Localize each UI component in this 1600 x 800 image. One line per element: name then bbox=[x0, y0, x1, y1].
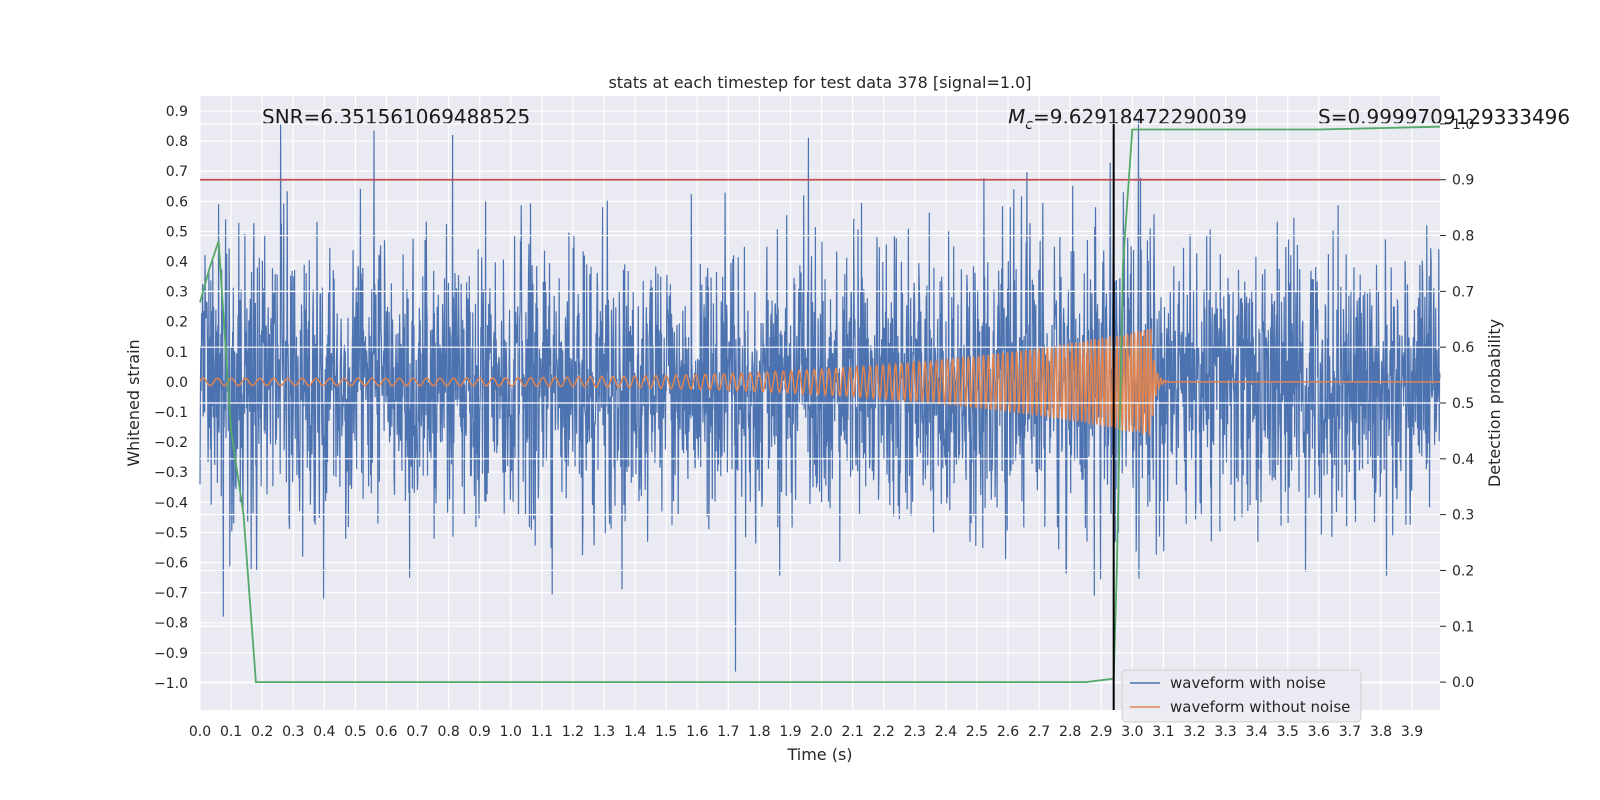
chart-title: stats at each timestep for test data 378… bbox=[608, 73, 1031, 92]
y-tick-label: 0.3 bbox=[166, 285, 188, 301]
x-tick-labels: 0.0 0.1 0.2 0.3 0.4 0.5 0.6 0.7 0.8 0.9 1.0 1.1 1.2 1… bbox=[189, 724, 1423, 740]
legend-label-noisy: waveform with noise bbox=[1170, 674, 1326, 692]
y-tick-label: 0.1 bbox=[166, 345, 188, 361]
x-tick-label: 3.1 bbox=[1152, 724, 1174, 740]
x-tick-label: 2.5 bbox=[966, 724, 988, 740]
y-tick-label: −0.5 bbox=[154, 525, 188, 541]
y-tick-label: −0.9 bbox=[154, 646, 188, 662]
y2-tick-label: 0.6 bbox=[1452, 340, 1474, 356]
series-waveform-with-noise bbox=[199, 120, 1441, 672]
snr-annotation: SNR=6.351561069488525 bbox=[262, 105, 530, 129]
x-tick-label: 1.2 bbox=[562, 724, 584, 740]
y-tick-label: −0.3 bbox=[154, 465, 188, 481]
y-tick-label: 0.7 bbox=[166, 164, 188, 180]
x-tick-label: 2.2 bbox=[873, 724, 895, 740]
s-annotation: S=0.9999709129333496 bbox=[1318, 105, 1570, 129]
y-tick-label: 0.6 bbox=[166, 194, 188, 210]
chirp-mass-value: =9.62918472290039 bbox=[1033, 105, 1247, 129]
x-tick-label: 3.4 bbox=[1246, 724, 1268, 740]
y-tick-labels: 0.9 0.8 0.7 0.6 0.5 0.4 0.3 0.2 0.1 0.0 −0.1 −0.2 −0… bbox=[154, 104, 188, 692]
legend: waveform with noise waveform without noi… bbox=[1121, 669, 1362, 723]
x-tick-label: 0.8 bbox=[437, 724, 459, 740]
x-tick-label: 1.9 bbox=[779, 724, 801, 740]
legend-label-clean: waveform without noise bbox=[1170, 698, 1350, 716]
y-tick-label: −0.7 bbox=[154, 586, 188, 602]
x-tick-label: 2.7 bbox=[1028, 724, 1050, 740]
x-tick-label: 2.9 bbox=[1090, 724, 1112, 740]
x-tick-label: 3.0 bbox=[1121, 724, 1143, 740]
x-tick-label: 2.8 bbox=[1059, 724, 1081, 740]
y-tick-label: −1.0 bbox=[154, 676, 188, 692]
series-waveform-without-noise bbox=[199, 328, 1440, 436]
x-tick-label: 0.9 bbox=[469, 724, 491, 740]
x-tick-label: 2.1 bbox=[841, 724, 863, 740]
x-tick-label: 1.7 bbox=[717, 724, 739, 740]
y-axis-label: Whitened strain bbox=[124, 339, 143, 466]
y-tick-label: −0.1 bbox=[154, 405, 188, 421]
y2-tick-label: 0.4 bbox=[1452, 452, 1474, 468]
x-tick-label: 3.8 bbox=[1370, 724, 1392, 740]
y-tick-label: −0.2 bbox=[154, 435, 188, 451]
x-tick-label: 0.2 bbox=[251, 724, 273, 740]
x-tick-label: 0.1 bbox=[220, 724, 242, 740]
y-tick-label: 0.0 bbox=[166, 375, 188, 391]
x-tick-label: 3.7 bbox=[1339, 724, 1361, 740]
y2-tick-label: 0.0 bbox=[1452, 675, 1474, 691]
y-tick-label: 0.4 bbox=[166, 255, 188, 271]
x-tick-label: 2.6 bbox=[997, 724, 1019, 740]
x-tick-label: 1.0 bbox=[500, 724, 522, 740]
x-tick-label: 0.5 bbox=[344, 724, 366, 740]
x-tick-label: 0.6 bbox=[375, 724, 397, 740]
x-tick-label: 1.5 bbox=[655, 724, 677, 740]
legend-box bbox=[1121, 669, 1362, 723]
line-detection-probability bbox=[199, 125, 1441, 683]
chirp-mass-symbol: M bbox=[1008, 105, 1025, 129]
x-tick-label: 2.3 bbox=[904, 724, 926, 740]
x-tick-label: 3.9 bbox=[1401, 724, 1423, 740]
x-tick-label: 2.0 bbox=[810, 724, 832, 740]
y-tick-label: −0.4 bbox=[154, 495, 188, 511]
y-tick-label: 0.9 bbox=[166, 104, 188, 120]
y-tick-label: 0.8 bbox=[166, 134, 188, 150]
x-tick-label: 0.0 bbox=[189, 724, 211, 740]
y-tick-label: −0.8 bbox=[154, 616, 188, 632]
y-tick-label: 0.2 bbox=[166, 315, 188, 331]
x-tick-label: 0.3 bbox=[282, 724, 304, 740]
y2-tick-labels: 1.0 0.9 0.8 0.7 0.6 0.5 0.4 0.3 0.2 0.1 0.0 bbox=[1440, 117, 1474, 691]
x-tick-label: 1.3 bbox=[593, 724, 615, 740]
y2-axis-label: Detection probability bbox=[1485, 319, 1504, 487]
y2-tick-label: 0.5 bbox=[1452, 396, 1474, 412]
chirp-mass-annotation: Mc=9.62918472290039 bbox=[1008, 105, 1247, 133]
y2-tick-label: 0.1 bbox=[1452, 619, 1474, 635]
x-tick-label: 1.8 bbox=[748, 724, 770, 740]
y2-tick-label: 0.7 bbox=[1452, 284, 1474, 300]
x-tick-label: 0.4 bbox=[313, 724, 335, 740]
x-tick-label: 0.7 bbox=[406, 724, 428, 740]
x-axis-label: Time (s) bbox=[786, 745, 852, 764]
y2-tick-label: 0.8 bbox=[1452, 229, 1474, 245]
y2-tick-label: 0.9 bbox=[1452, 173, 1474, 189]
series-detection-probability bbox=[199, 125, 1441, 683]
x-tick-label: 3.6 bbox=[1308, 724, 1330, 740]
x-tick-label: 3.2 bbox=[1183, 724, 1205, 740]
line-waveform-with-noise bbox=[199, 120, 1441, 672]
y2-tick-label: 1.0 bbox=[1452, 117, 1474, 133]
y2-tick-label: 0.3 bbox=[1452, 508, 1474, 524]
y-tick-label: 0.5 bbox=[166, 224, 188, 240]
x-tick-label: 1.4 bbox=[624, 724, 646, 740]
x-tick-label: 1.1 bbox=[531, 724, 553, 740]
x-tick-label: 3.5 bbox=[1277, 724, 1299, 740]
x-tick-label: 3.3 bbox=[1214, 724, 1236, 740]
x-tick-label: 2.4 bbox=[935, 724, 957, 740]
chirp-mass-subscript: c bbox=[1025, 117, 1033, 133]
x-tick-label: 1.6 bbox=[686, 724, 708, 740]
y-tick-label: −0.6 bbox=[154, 556, 188, 572]
line-waveform-without-noise bbox=[199, 328, 1440, 436]
y2-tick-label: 0.2 bbox=[1452, 563, 1474, 579]
